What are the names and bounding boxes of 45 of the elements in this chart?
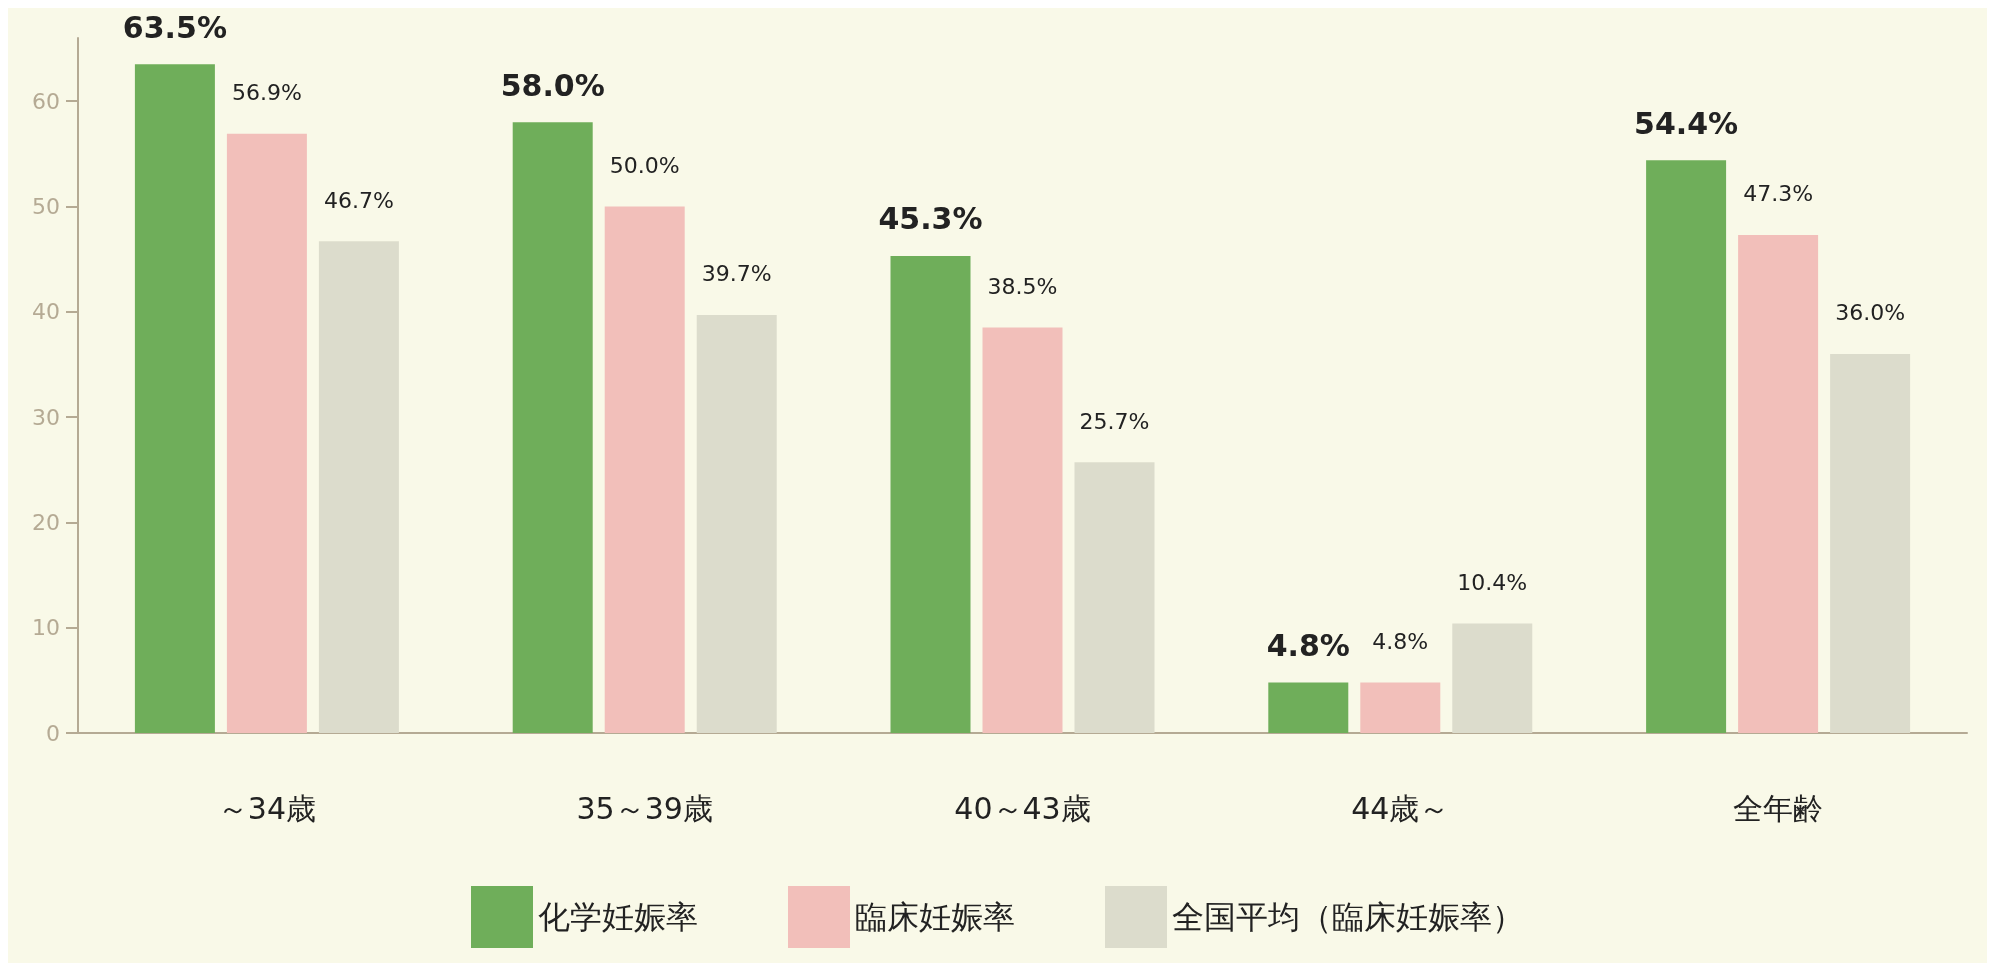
y-tick-label: 60 <box>32 88 60 114</box>
data-label: 4.8% <box>1266 627 1350 663</box>
data-label: 45.3% <box>878 201 983 237</box>
bar <box>318 241 399 733</box>
data-label: 36.0% <box>1835 300 1906 326</box>
x-tick-label: 35～39歳 <box>576 790 713 826</box>
y-tick-label: 20 <box>32 509 60 535</box>
data-label: 54.4% <box>1634 105 1739 141</box>
y-tick-label: 50 <box>32 193 60 219</box>
data-label: 25.7% <box>1079 408 1150 434</box>
data-label: 47.3% <box>1743 181 1814 207</box>
bar <box>1646 160 1727 733</box>
y-tick-label: 40 <box>32 299 60 325</box>
legend-label: 臨床妊娠率 <box>855 898 1015 936</box>
data-label: 39.7% <box>701 261 772 287</box>
x-tick-label: ～34歳 <box>217 790 316 826</box>
bar <box>1074 462 1155 733</box>
y-tick-label: 10 <box>32 615 60 641</box>
bar <box>134 64 215 733</box>
bar <box>696 314 777 733</box>
y-tick-label: 0 <box>46 720 60 746</box>
y-tick-label: 30 <box>32 404 60 430</box>
data-label: 4.8% <box>1372 628 1429 654</box>
x-tick-label: 全年齢 <box>1733 790 1824 826</box>
data-label: 38.5% <box>987 274 1058 300</box>
bar <box>890 255 971 733</box>
data-label: 46.7% <box>323 187 394 213</box>
bar <box>1452 623 1533 733</box>
data-label: 10.4% <box>1457 569 1528 595</box>
bar <box>982 327 1063 733</box>
bar <box>1268 682 1349 733</box>
data-label: 50.0% <box>609 152 680 178</box>
bar <box>1738 234 1819 733</box>
legend-label: 化学妊娠率 <box>538 898 698 936</box>
bar <box>1830 353 1911 733</box>
bar <box>512 122 593 733</box>
x-tick-label: 44歳～ <box>1351 790 1450 826</box>
bar <box>604 206 685 733</box>
data-label: 58.0% <box>500 67 605 103</box>
data-label: 56.9% <box>231 80 302 106</box>
legend-label: 全国平均（臨床妊娠率） <box>1172 898 1524 936</box>
bar <box>1360 682 1441 733</box>
data-label: 63.5% <box>122 9 227 45</box>
x-tick-label: 40～43歳 <box>954 790 1091 826</box>
bar <box>226 133 307 733</box>
